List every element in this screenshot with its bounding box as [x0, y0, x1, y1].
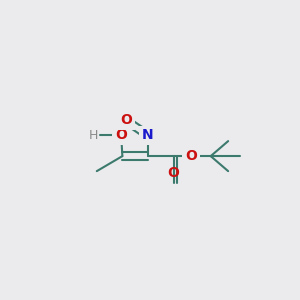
Text: O: O — [120, 113, 132, 127]
Text: N: N — [142, 128, 154, 142]
Text: H: H — [88, 129, 98, 142]
Text: O: O — [115, 128, 127, 142]
Text: O: O — [185, 149, 197, 163]
Text: O: O — [168, 167, 179, 180]
